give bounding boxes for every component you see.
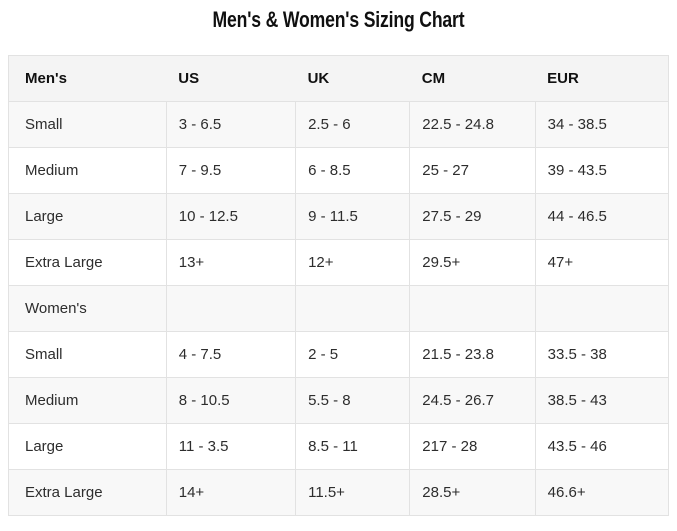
cell-cm: 29.5+ [409, 239, 536, 286]
row-label: Large [8, 423, 167, 470]
table-row-small: Small 3 - 6.5 2.5 - 6 22.5 - 24.8 34 - 38.5 [8, 101, 670, 148]
cell-cm: 217 - 28 [409, 423, 536, 470]
cell-uk: 6 - 8.5 [295, 147, 411, 194]
cell-uk [295, 285, 411, 332]
cell-eur [534, 285, 670, 332]
cell-uk: 2.5 - 6 [295, 101, 411, 148]
row-label: Extra Large [8, 239, 167, 286]
cell-uk: 9 - 11.5 [295, 193, 411, 240]
column-header-men-s: Men's [8, 55, 167, 102]
cell-eur: 43.5 - 46 [534, 423, 670, 470]
cell-eur: 33.5 - 38 [534, 331, 670, 378]
row-label: Extra Large [8, 469, 167, 516]
cell-eur: 47+ [534, 239, 670, 286]
row-label: Medium [8, 377, 167, 424]
page-title: Men's & Women's Sizing Chart [212, 7, 465, 32]
table-row-women-s: Women's [8, 285, 670, 332]
cell-uk: 11.5+ [295, 469, 411, 516]
cell-us: 10 - 12.5 [165, 193, 297, 240]
row-label: Women's [8, 285, 167, 332]
cell-uk: 5.5 - 8 [295, 377, 411, 424]
cell-eur: 46.6+ [534, 469, 670, 516]
row-label: Small [8, 331, 167, 378]
cell-us: 7 - 9.5 [165, 147, 297, 194]
row-label: Medium [8, 147, 167, 194]
cell-us: 11 - 3.5 [165, 423, 297, 470]
cell-us: 4 - 7.5 [165, 331, 297, 378]
table-row-extra-large: Extra Large 14+ 11.5+ 28.5+ 46.6+ [8, 469, 670, 516]
table-body: Small 3 - 6.5 2.5 - 6 22.5 - 24.8 34 - 38.5 M… [8, 101, 670, 516]
cell-eur: 44 - 46.5 [534, 193, 670, 240]
cell-us: 3 - 6.5 [165, 101, 297, 148]
header-row: Men's US UK CM EUR [8, 55, 669, 102]
cell-uk: 8.5 - 11 [295, 423, 411, 470]
table-row-medium: Medium 8 - 10.5 5.5 - 8 24.5 - 26.7 38.5 - 4… [8, 377, 670, 424]
table-header: Men's US UK CM EUR [8, 55, 669, 102]
cell-eur: 38.5 - 43 [534, 377, 670, 424]
column-header-eur: EUR [535, 55, 669, 102]
cell-cm: 28.5+ [409, 469, 536, 516]
table-row-small: Small 4 - 7.5 2 - 5 21.5 - 23.8 33.5 - 38 [8, 331, 670, 378]
row-label: Large [8, 193, 167, 240]
cell-cm [409, 285, 536, 332]
cell-eur: 34 - 38.5 [534, 101, 670, 148]
cell-cm: 25 - 27 [409, 147, 536, 194]
column-header-cm: CM [409, 55, 536, 102]
table-row-large: Large 11 - 3.5 8.5 - 11 217 - 28 43.5 - 46 [8, 423, 670, 470]
cell-eur: 39 - 43.5 [534, 147, 670, 194]
cell-uk: 2 - 5 [295, 331, 411, 378]
cell-us [165, 285, 297, 332]
cell-cm: 24.5 - 26.7 [409, 377, 536, 424]
page-title-container: Men's & Women's Sizing Chart [0, 7, 677, 33]
cell-cm: 27.5 - 29 [409, 193, 536, 240]
cell-us: 13+ [165, 239, 297, 286]
cell-cm: 21.5 - 23.8 [409, 331, 536, 378]
cell-us: 8 - 10.5 [165, 377, 297, 424]
sizing-table: Men's US UK CM EUR Small 3 - 6.5 2.5 - 6 22.5 -… [8, 55, 670, 516]
cell-us: 14+ [165, 469, 297, 516]
table-row-medium: Medium 7 - 9.5 6 - 8.5 25 - 27 39 - 43.5 [8, 147, 670, 194]
column-header-us: US [166, 55, 296, 102]
table-row-extra-large: Extra Large 13+ 12+ 29.5+ 47+ [8, 239, 670, 286]
table-row-large: Large 10 - 12.5 9 - 11.5 27.5 - 29 44 - 46.5 [8, 193, 670, 240]
row-label: Small [8, 101, 167, 148]
cell-uk: 12+ [295, 239, 411, 286]
cell-cm: 22.5 - 24.8 [409, 101, 536, 148]
column-header-uk: UK [295, 55, 410, 102]
